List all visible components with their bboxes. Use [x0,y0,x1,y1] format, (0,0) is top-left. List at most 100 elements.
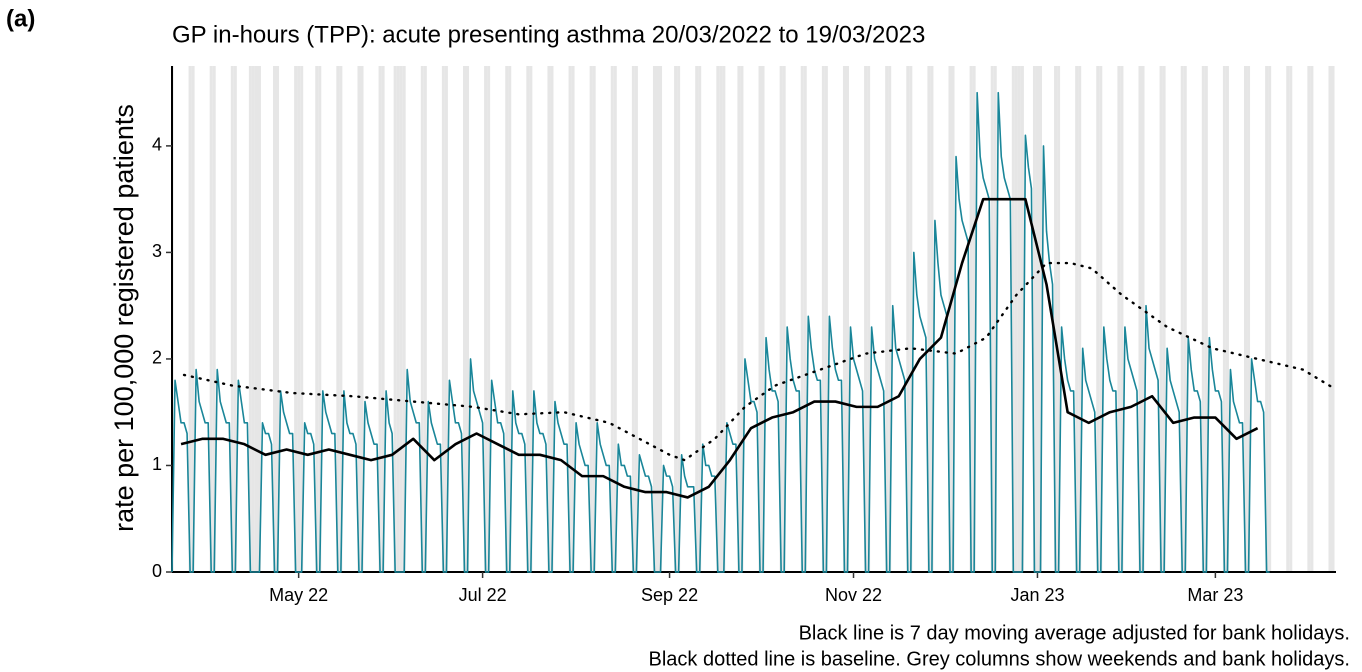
shaded-column [248,66,252,572]
shaded-column [1289,66,1293,572]
shaded-column [529,66,533,572]
shaded-column [698,66,702,572]
shaded-column [1020,66,1024,572]
shaded-column [888,66,892,572]
shaded-column [209,66,213,572]
shaded-column [800,66,804,572]
shaded-column [1244,66,1248,572]
shaded-column [251,66,255,572]
shaded-column [1180,66,1184,572]
shaded-column [610,66,614,572]
shaded-column [864,66,868,572]
shaded-column [927,66,931,572]
shaded-column [487,66,491,572]
shaded-column [276,66,280,572]
shaded-column [526,66,530,572]
note: Black line is 7 day moving average adjus… [799,622,1350,644]
shaded-column [233,66,237,572]
shaded-column [1014,66,1018,572]
shaded-column [592,66,596,572]
shaded-column [402,66,406,572]
shaded-column [1035,66,1039,572]
x-tick-label: Sep 22 [641,585,698,605]
shaded-column [972,66,976,572]
shaded-column [906,66,910,572]
shaded-column [634,66,638,572]
shaded-column [948,66,952,572]
data-line [171,91,1270,573]
shaded-column [695,66,699,572]
shaded-column [761,66,765,572]
shaded-column [613,66,617,572]
shaded-column [631,66,635,572]
y-tick-label: 3 [152,241,162,261]
shaded-column [722,66,726,572]
shaded-column [674,66,678,572]
shaded-column [803,66,807,572]
shaded-column [1247,66,1251,572]
shaded-column [505,66,509,572]
shaded-column [824,66,828,572]
shaded-column [463,66,467,572]
shaded-column [508,66,512,572]
x-tick-label: Jul 22 [459,585,507,605]
shaded-column [1310,66,1314,572]
y-tick-label: 4 [152,135,162,155]
shaded-column [1038,66,1042,572]
shaded-column [212,66,216,572]
shaded-column [842,66,846,572]
shaded-column [1141,66,1145,572]
shaded-column [294,66,298,572]
shaded-column [1265,66,1269,572]
shaded-column [1138,66,1142,572]
shaded-column [1222,66,1226,572]
shaded-column [1328,66,1332,572]
chart-title: GP in-hours (TPP): acute presenting asth… [172,21,925,48]
shaded-column [845,66,849,572]
shaded-column [1183,66,1187,572]
shaded-column [1225,66,1229,572]
shaded-column [758,66,762,572]
shaded-column [969,66,973,572]
shaded-column [737,66,741,572]
shaded-column [589,66,593,572]
shaded-column [378,66,382,572]
shaded-column [423,66,427,572]
shaded-column [1096,66,1100,572]
shaded-column [444,66,448,572]
shaded-column [1011,66,1015,572]
shaded-column [191,66,195,572]
shaded-column [1201,66,1205,572]
shaded-column [990,66,994,572]
y-axis-label: rate per 100,000 registered patients [109,104,139,532]
shaded-column [677,66,681,572]
shaded-column [655,66,660,572]
shaded-column [1078,66,1082,572]
shaded-column [318,66,322,572]
shaded-column [1268,66,1272,572]
shaded-column [740,66,744,572]
shaded-column [1099,66,1103,572]
shaded-column [315,66,319,572]
shaded-column [930,66,934,572]
shaded-column [571,66,575,572]
shaded-column [1075,66,1079,572]
shaded-column [484,66,488,572]
shaded-column [1054,66,1058,572]
shaded-column [1204,66,1208,572]
shaded-column [420,66,424,572]
x-tick-label: Mar 23 [1187,585,1243,605]
shaded-column [993,66,997,572]
shaded-column [466,66,470,572]
shaded-column [1017,66,1021,572]
baseline-line [182,261,1335,462]
data-line [180,197,1259,499]
shaded-column [568,66,572,572]
shaded-column [188,66,192,572]
y-tick-label: 2 [152,348,162,368]
shaded-column [300,66,304,572]
x-tick-label: Nov 22 [825,585,882,605]
y-tick-label: 0 [152,561,162,581]
shaded-column [885,66,889,572]
